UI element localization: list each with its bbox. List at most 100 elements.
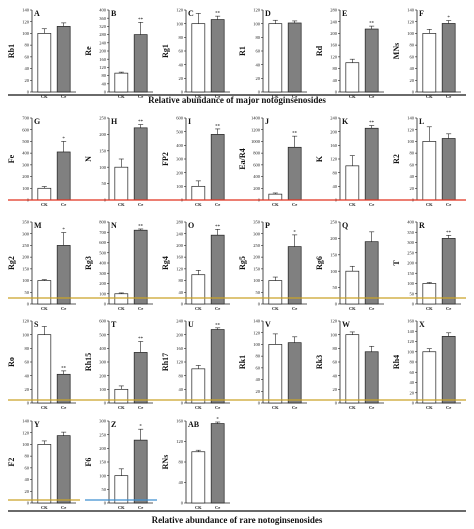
- y-tick-label: 40: [179, 480, 184, 485]
- y-tick-label: 300: [99, 360, 107, 365]
- y-tick-label: 60: [410, 370, 415, 375]
- bar-ck: [37, 187, 52, 201]
- y-tick-label: 20: [25, 489, 30, 494]
- x-tick-label: CK: [426, 94, 433, 99]
- y-tick-label: 1200: [251, 127, 261, 132]
- y-tick-label: 40: [256, 377, 261, 382]
- y-tick-label: 100: [253, 278, 261, 283]
- panel-letter: B: [111, 9, 117, 18]
- panel-letter: F: [419, 9, 424, 18]
- y-tick-label: 20: [410, 390, 415, 395]
- y-tick-label: 0: [258, 302, 261, 307]
- bar-ce: [133, 439, 148, 504]
- bar-ce: [56, 435, 71, 504]
- y-axis-label: Rd: [315, 45, 324, 56]
- y-tick-label: 100: [253, 21, 261, 26]
- y-tick-label: 140: [253, 319, 261, 324]
- y-tick-label: 150: [253, 266, 261, 271]
- y-tick-label: 50: [333, 285, 338, 290]
- significance-mark: **: [446, 231, 452, 236]
- x-tick-label: Ce: [446, 306, 451, 311]
- y-tick-label: 300: [22, 162, 30, 167]
- bar-ck: [345, 62, 360, 93]
- row-dividers: [8, 94, 466, 512]
- y-axis-label: Rh4: [392, 355, 401, 369]
- y-tick-label: 120: [253, 330, 261, 335]
- y-tick-label: 60: [333, 360, 338, 365]
- y-tick-label: 600: [22, 127, 30, 132]
- y-tick-label: 20: [410, 78, 415, 83]
- y-tick-label: 800: [99, 220, 107, 225]
- bar-ce: [133, 352, 148, 404]
- y-tick-label: 40: [25, 373, 30, 378]
- y-tick-label: 100: [176, 184, 184, 189]
- y-tick-label: 120: [22, 319, 30, 324]
- x-tick-label: Ce: [61, 306, 66, 311]
- y-tick-label: 320: [99, 24, 107, 29]
- y-tick-label: 20: [410, 186, 415, 191]
- panel-letter: A: [34, 9, 40, 18]
- y-axis-label: Rh15: [84, 353, 93, 371]
- x-tick-label: CK: [272, 202, 279, 207]
- y-tick-label: 400: [99, 8, 107, 13]
- y-tick-label: 200: [99, 373, 107, 378]
- y-tick-label: 0: [27, 501, 30, 506]
- significance-mark: **: [215, 323, 221, 328]
- y-axis-label: T: [392, 260, 401, 266]
- panel-m: M Rg2 0 50 100 150 200 250 300 350 CK * Ce: [7, 220, 76, 311]
- panel-z: Z F6 0 50 100 150 200 250 300 CK * Ce: [84, 419, 153, 510]
- y-tick-label: 80: [102, 73, 107, 78]
- x-tick-label: Ce: [215, 505, 220, 510]
- x-tick-label: Ce: [446, 94, 451, 99]
- y-axis-label: Rb1: [7, 44, 16, 58]
- y-tick-label: 120: [22, 430, 30, 435]
- y-tick-label: 100: [99, 165, 107, 170]
- panel-letter: M: [34, 221, 42, 230]
- y-tick-label: 280: [330, 8, 338, 13]
- y-tick-label: 20: [333, 387, 338, 392]
- y-tick-label: 60: [25, 465, 30, 470]
- x-tick-label: Ce: [292, 306, 297, 311]
- y-tick-label: 100: [407, 281, 415, 286]
- y-tick-label: 60: [410, 162, 415, 167]
- caption-rare: Relative abundance of rare notoginsenosi…: [152, 515, 323, 525]
- y-axis-label: Rk1: [238, 355, 247, 369]
- bar-ce: [364, 351, 379, 404]
- panel-letter: I: [188, 117, 191, 126]
- bar-ck: [345, 334, 360, 404]
- y-tick-label: 350: [407, 230, 415, 235]
- panel-r: R T 0 50 100 150 200 250 300 350 400 CK ** Ce: [392, 220, 461, 311]
- y-tick-label: 80: [25, 346, 30, 351]
- y-tick-label: 200: [99, 446, 107, 451]
- y-tick-label: 100: [407, 139, 415, 144]
- x-tick-label: CK: [41, 306, 48, 311]
- y-tick-label: 200: [99, 281, 107, 286]
- y-tick-label: 250: [22, 243, 30, 248]
- bar-ce: [441, 138, 456, 201]
- y-tick-label: 40: [256, 62, 261, 67]
- y-tick-label: 80: [179, 35, 184, 40]
- x-tick-label: CK: [195, 202, 202, 207]
- panel-ab: AB RNs 0 40 80 120 160 CK * Ce: [161, 418, 230, 510]
- y-axis-label: F2: [7, 458, 16, 467]
- y-tick-label: 140: [22, 8, 30, 13]
- panel-letter: C: [188, 9, 194, 18]
- panel-letter: P: [265, 221, 270, 230]
- y-tick-label: 0: [181, 501, 184, 506]
- panel-letter: U: [188, 320, 194, 329]
- y-tick-label: 40: [25, 66, 30, 71]
- y-axis-label: Ro: [7, 357, 16, 367]
- y-tick-label: 80: [256, 354, 261, 359]
- y-tick-label: 200: [22, 255, 30, 260]
- y-axis-label: Rh17: [161, 353, 170, 371]
- y-tick-label: 100: [22, 442, 30, 447]
- y-tick-label: 250: [253, 243, 261, 248]
- x-tick-label: Ce: [292, 202, 297, 207]
- panel-letter: G: [34, 117, 40, 126]
- y-tick-label: 60: [256, 365, 261, 370]
- y-tick-label: 600: [99, 240, 107, 245]
- panel-b: B Re 0 40 80 120 160 200 240 280 320 360 400 CK ** Ce: [84, 8, 153, 99]
- significance-mark: *: [293, 230, 296, 235]
- y-tick-label: 120: [330, 54, 338, 59]
